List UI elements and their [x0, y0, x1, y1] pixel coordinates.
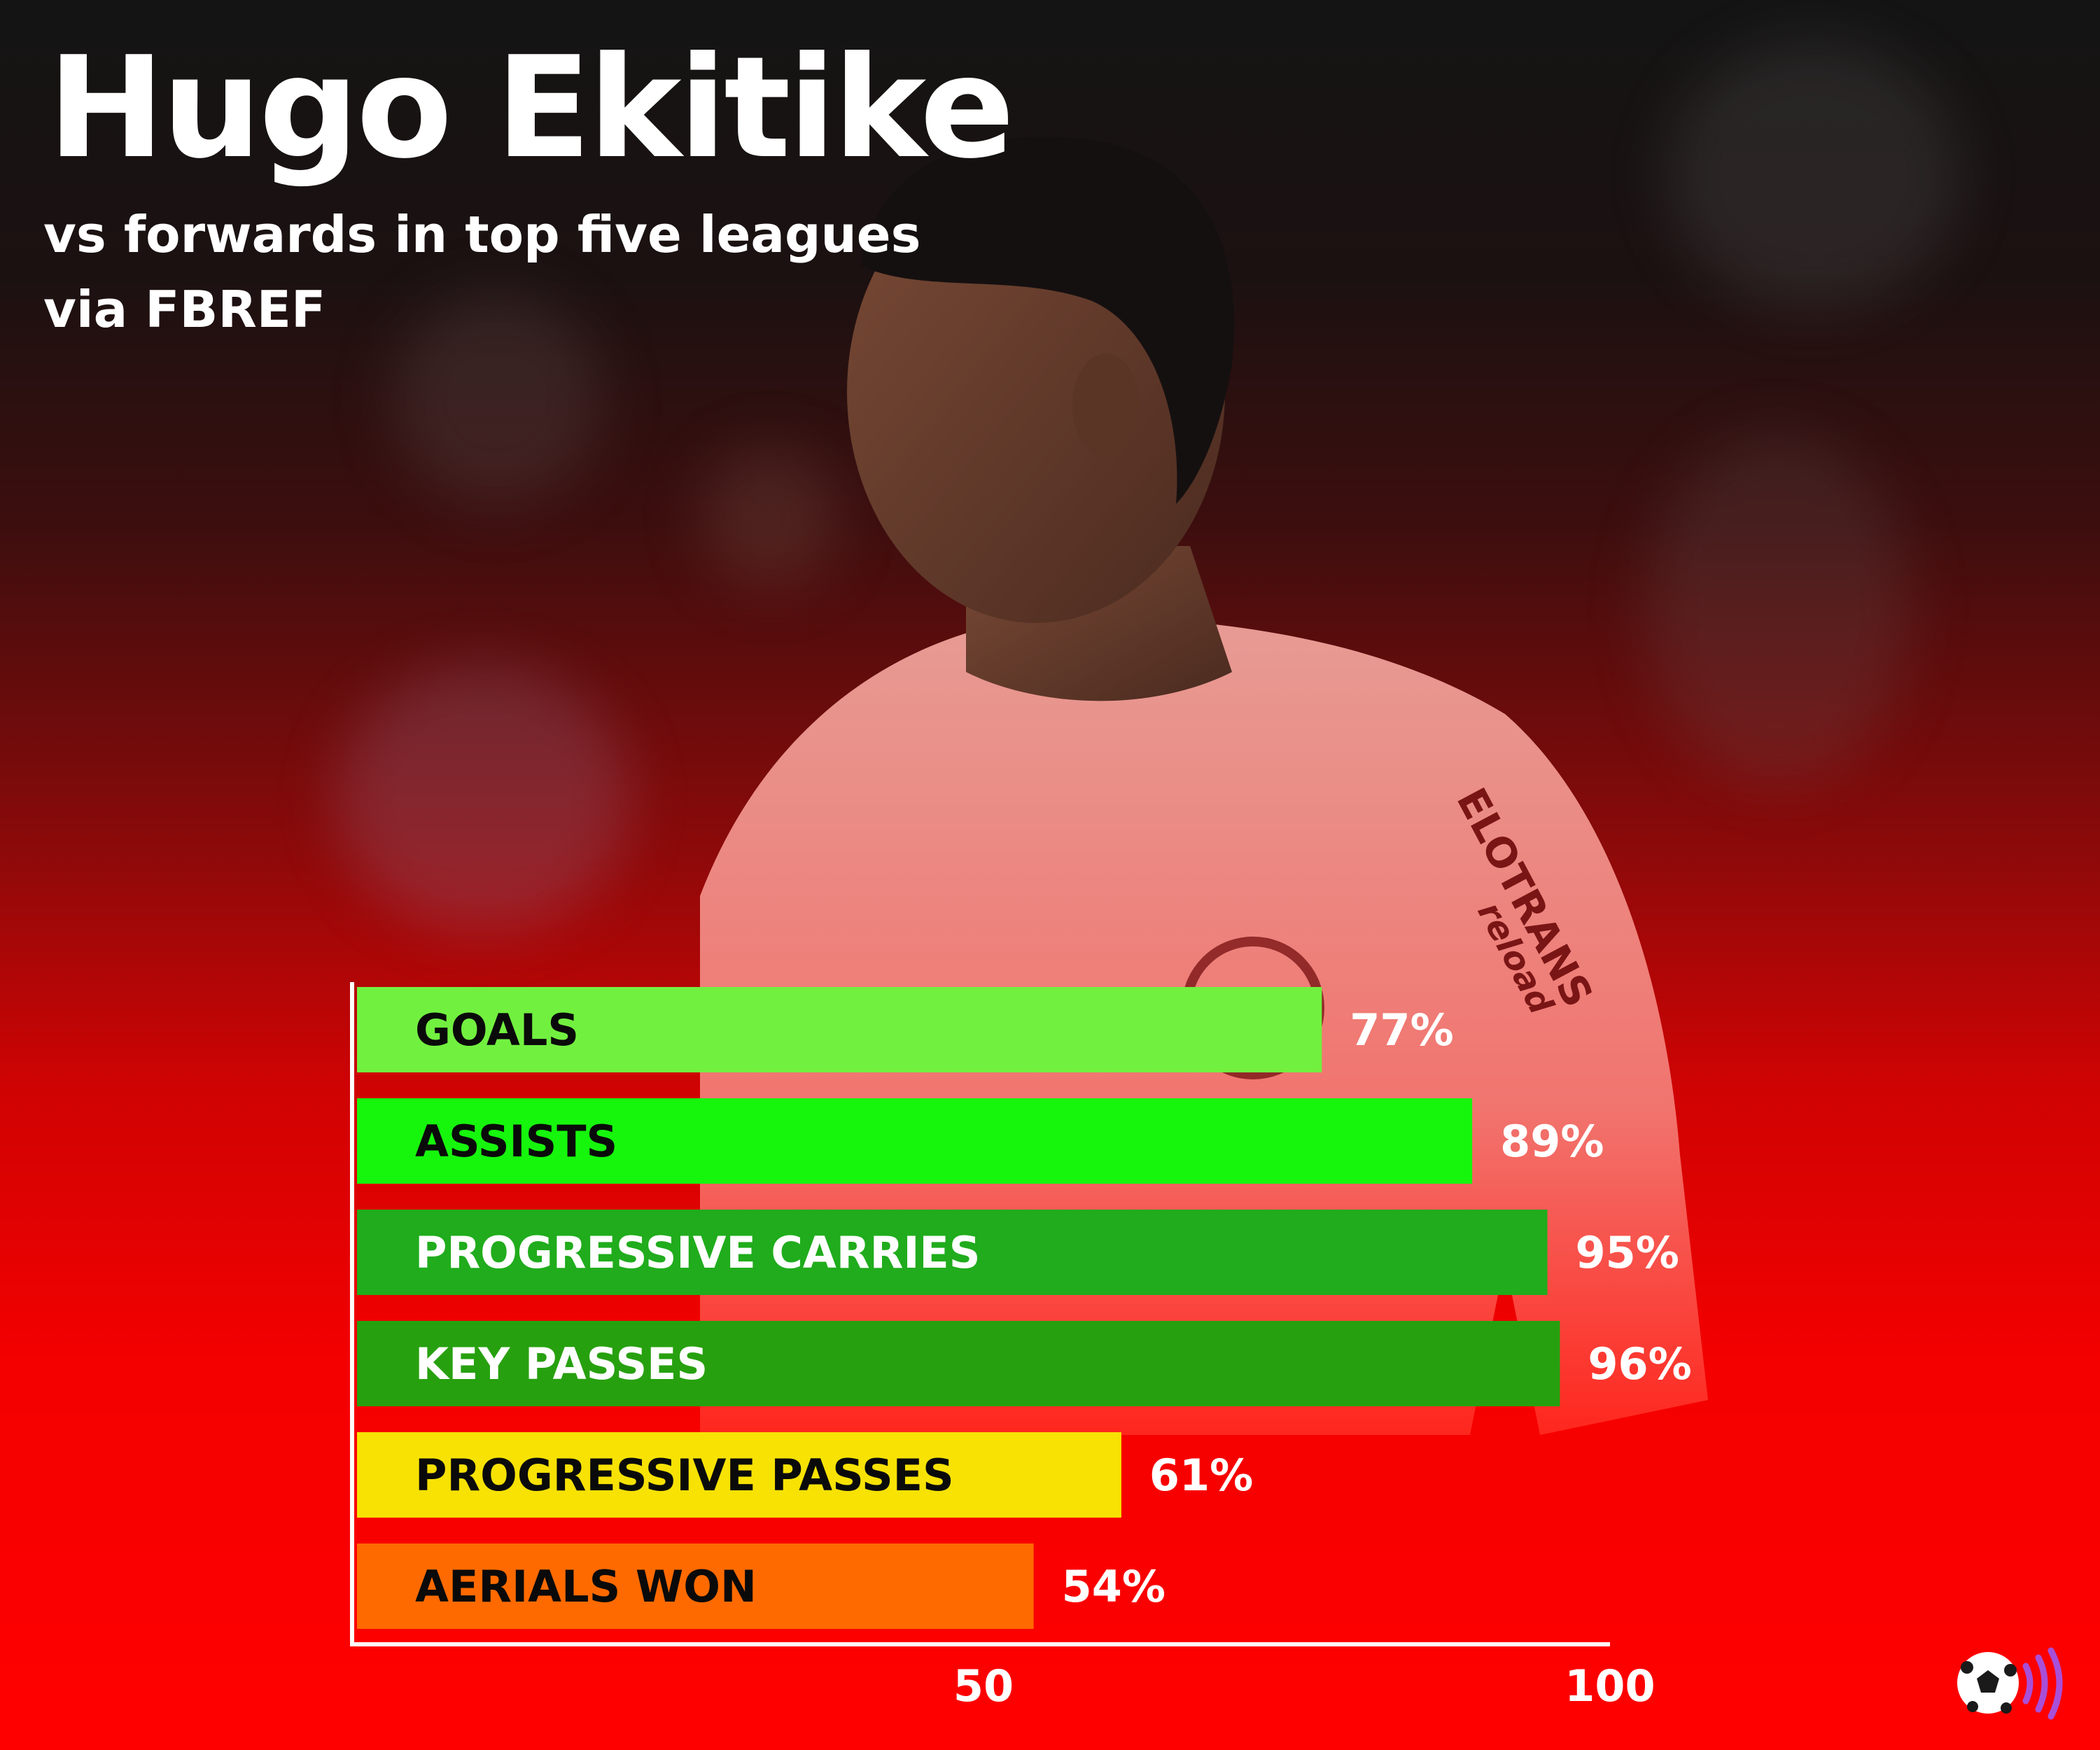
category-label: KEY PASSES: [415, 1338, 708, 1390]
x-tick-label: 100: [1564, 1660, 1655, 1712]
value-label: 95%: [1576, 1227, 1679, 1278]
category-label: AERIALS WON: [415, 1561, 757, 1612]
bar-aerials-won: [357, 1544, 1034, 1629]
bar-goals: [357, 987, 1322, 1072]
background-bokeh: [1645, 434, 1911, 784]
bar-progressive-passes: [357, 1432, 1121, 1518]
bar-key-passes: [357, 1321, 1560, 1406]
background-bokeh: [336, 665, 630, 931]
value-label: 61%: [1149, 1450, 1253, 1501]
ticks-layer: 50 100: [953, 1660, 1656, 1712]
category-label: PROGRESSIVE PASSES: [415, 1450, 954, 1501]
source-note: via FBREF: [43, 280, 326, 339]
category-label: PROGRESSIVE CARRIES: [415, 1227, 980, 1278]
page-title: Hugo Ekitike: [48, 27, 1015, 190]
value-label: 54%: [1062, 1561, 1166, 1612]
background-bokeh: [700, 448, 840, 588]
bars-layer: GOALS 77% ASSISTS 89% PROGRESSIVE CARRIES 95%…: [357, 987, 1692, 1629]
background-bokeh: [1666, 42, 1960, 308]
sound-waves-icon: [2022, 1647, 2063, 1720]
category-label: ASSISTS: [415, 1116, 617, 1167]
bar-progressive-carries: [357, 1210, 1548, 1295]
page-subtitle: vs forwards in top five leagues: [43, 205, 921, 264]
value-label: 77%: [1350, 1004, 1453, 1056]
bar-assists: [357, 1098, 1473, 1184]
category-label: GOALS: [415, 1004, 579, 1056]
brand-logo: [1957, 1647, 2063, 1720]
value-label: 96%: [1588, 1338, 1691, 1390]
value-label: 89%: [1500, 1116, 1604, 1167]
background-bokeh: [392, 294, 602, 504]
x-tick-label: 50: [953, 1660, 1014, 1712]
football-icon: [1957, 1652, 2019, 1714]
